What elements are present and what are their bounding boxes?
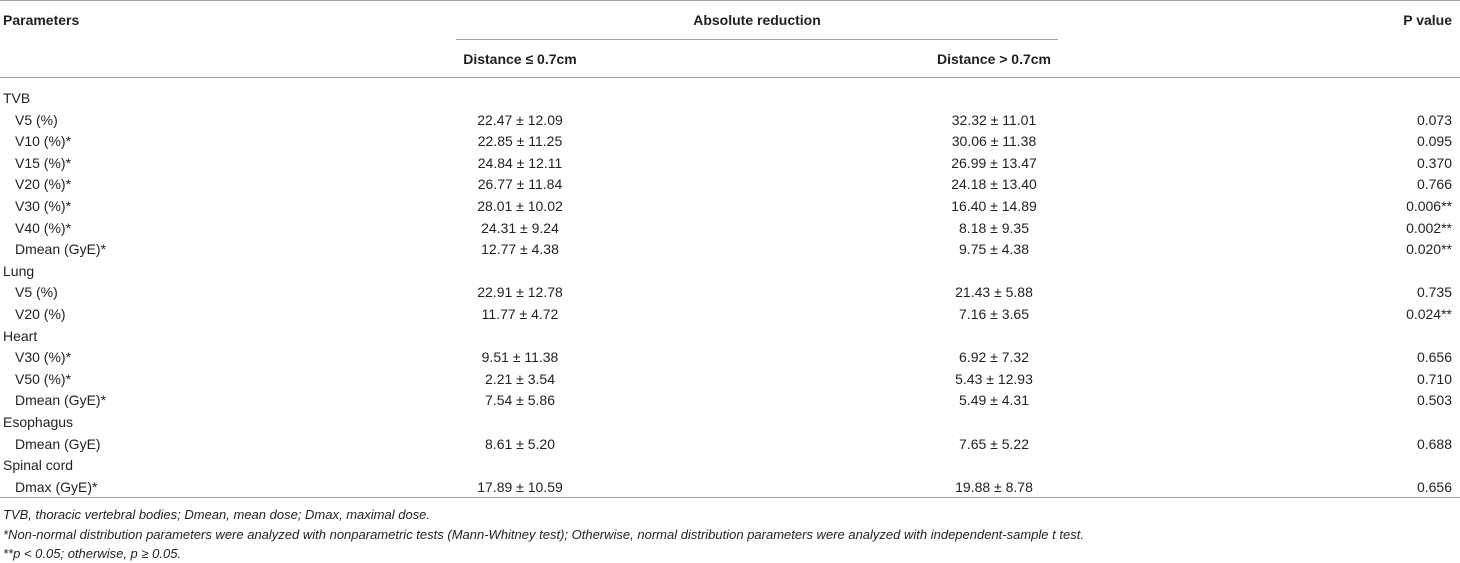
row-group-label: Spinal cord (3, 457, 74, 474)
cell-p-value: 0.503 (1416, 392, 1452, 409)
cell-p-value: 0.020** (1406, 241, 1452, 258)
spanner-rule (456, 39, 1058, 40)
cell-distance-gt: 19.88 ± 8.78 (955, 478, 1033, 495)
cell-distance-gt: 5.49 ± 4.31 (959, 392, 1029, 409)
cell-p-value: 0.656 (1416, 349, 1452, 366)
row-parameter: V5 (%) (15, 284, 58, 301)
cell-distance-gt: 21.43 ± 5.88 (955, 284, 1033, 301)
row-parameter: Dmax (GyE)* (15, 478, 98, 495)
cell-p-value: 0.370 (1416, 154, 1452, 171)
row-parameter: V40 (%)* (15, 219, 72, 236)
cell-distance-le: 17.89 ± 10.59 (477, 478, 563, 495)
cell-distance-gt: 32.32 ± 11.01 (951, 111, 1037, 128)
cell-distance-gt: 7.65 ± 5.22 (959, 435, 1029, 452)
cell-distance-le: 22.47 ± 12.09 (477, 111, 563, 128)
cell-distance-le: 11.77 ± 4.72 (481, 306, 559, 322)
cell-distance-le: 26.77 ± 11.84 (477, 176, 563, 193)
row-parameter: V20 (%)* (15, 176, 72, 193)
footnote: *Non-normal distribution parameters were… (3, 527, 1084, 542)
cell-p-value: 0.006** (1406, 198, 1452, 214)
header-absolute-reduction: Absolute reduction (693, 12, 821, 28)
cell-distance-gt: 30.06 ± 11.38 (951, 133, 1037, 150)
row-parameter: V10 (%)* (15, 133, 72, 150)
cell-p-value: 0.656 (1416, 478, 1452, 495)
cell-distance-le: 28.01 ± 10.02 (477, 198, 563, 214)
row-parameter: V30 (%)* (15, 349, 72, 366)
cell-distance-gt: 26.99 ± 13.47 (951, 154, 1037, 171)
row-group-label: Esophagus (3, 414, 74, 430)
footnote: TVB, thoracic vertebral bodies; Dmean, m… (3, 507, 431, 522)
row-group-label: Lung (3, 262, 35, 279)
top-rule (0, 0, 1460, 1)
cell-distance-gt: 9.75 ± 4.38 (959, 241, 1029, 258)
cell-distance-le: 22.91 ± 12.78 (477, 284, 563, 301)
cell-distance-le: 2.21 ± 3.54 (485, 370, 555, 387)
cell-distance-gt: 7.16 ± 3.65 (959, 306, 1029, 322)
row-group-label: Heart (3, 327, 38, 344)
cell-distance-gt: 6.92 ± 7.32 (959, 349, 1029, 366)
cell-distance-le: 24.84 ± 12.11 (477, 154, 563, 171)
cell-distance-le: 7.54 ± 5.86 (485, 392, 555, 409)
cell-p-value: 0.710 (1416, 370, 1452, 387)
cell-p-value: 0.073 (1416, 111, 1452, 128)
cell-distance-le: 8.61 ± 5.20 (485, 435, 555, 452)
cell-p-value: 0.735 (1416, 284, 1452, 301)
row-parameter: Dmean (GyE) (15, 435, 101, 452)
cell-p-value: 0.024** (1406, 306, 1452, 322)
cell-p-value: 0.095 (1416, 133, 1452, 150)
row-parameter: Dmean (GyE)* (15, 392, 107, 409)
cell-distance-le: 12.77 ± 4.38 (481, 241, 559, 258)
header-distance-le: Distance ≤ 0.7cm (463, 51, 577, 67)
cell-p-value: 0.688 (1416, 435, 1452, 452)
header-distance-gt: Distance > 0.7cm (936, 51, 1052, 67)
cell-distance-le: 22.85 ± 11.25 (477, 133, 563, 150)
cell-distance-gt: 8.18 ± 9.35 (959, 219, 1029, 236)
cell-p-value: 0.766 (1416, 176, 1452, 193)
header-p-value: P value (1403, 12, 1452, 28)
row-parameter: V30 (%)* (15, 198, 72, 214)
header-parameters: Parameters (3, 12, 80, 28)
cell-distance-gt: 5.43 ± 12.93 (955, 370, 1033, 387)
cell-distance-gt: 16.40 ± 14.89 (951, 198, 1037, 214)
cell-p-value: 0.002** (1406, 219, 1452, 236)
cell-distance-gt: 24.18 ± 13.40 (951, 176, 1037, 193)
row-parameter: Dmean (GyE)* (15, 241, 107, 258)
header-rule (0, 77, 1460, 78)
cell-distance-le: 24.31 ± 9.24 (481, 219, 559, 236)
row-parameter: V5 (%) (15, 111, 58, 128)
row-group-label: TVB (3, 90, 31, 106)
bottom-rule (0, 497, 1460, 498)
footnote: **p < 0.05; otherwise, p ≥ 0.05. (3, 546, 182, 561)
row-parameter: V15 (%)* (15, 154, 72, 171)
cell-distance-le: 9.51 ± 11.38 (481, 349, 559, 366)
row-parameter: V20 (%) (15, 306, 66, 322)
row-parameter: V50 (%)* (15, 370, 72, 387)
